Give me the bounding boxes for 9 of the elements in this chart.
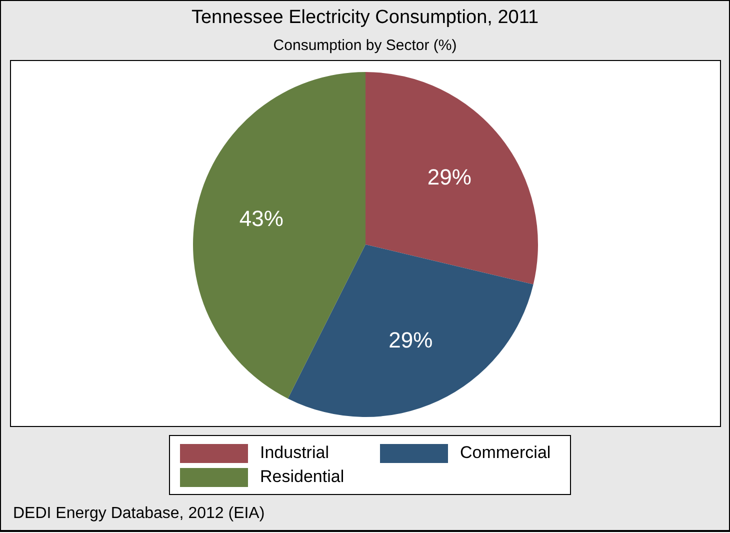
data-label: 29% <box>427 164 472 190</box>
legend-label: Industrial <box>260 443 329 463</box>
chart-title: Tennessee Electricity Consumption, 2011 <box>190 7 540 29</box>
chart-subtitle: Consumption by Sector (%) <box>272 37 458 54</box>
legend-label: Commercial <box>460 443 551 463</box>
legend-label: Residential <box>260 467 344 487</box>
data-label: 43% <box>239 206 284 231</box>
data-label: 29% <box>388 328 433 353</box>
text: DEDI Energy Database, 2012 (EIA) <box>13 505 265 523</box>
